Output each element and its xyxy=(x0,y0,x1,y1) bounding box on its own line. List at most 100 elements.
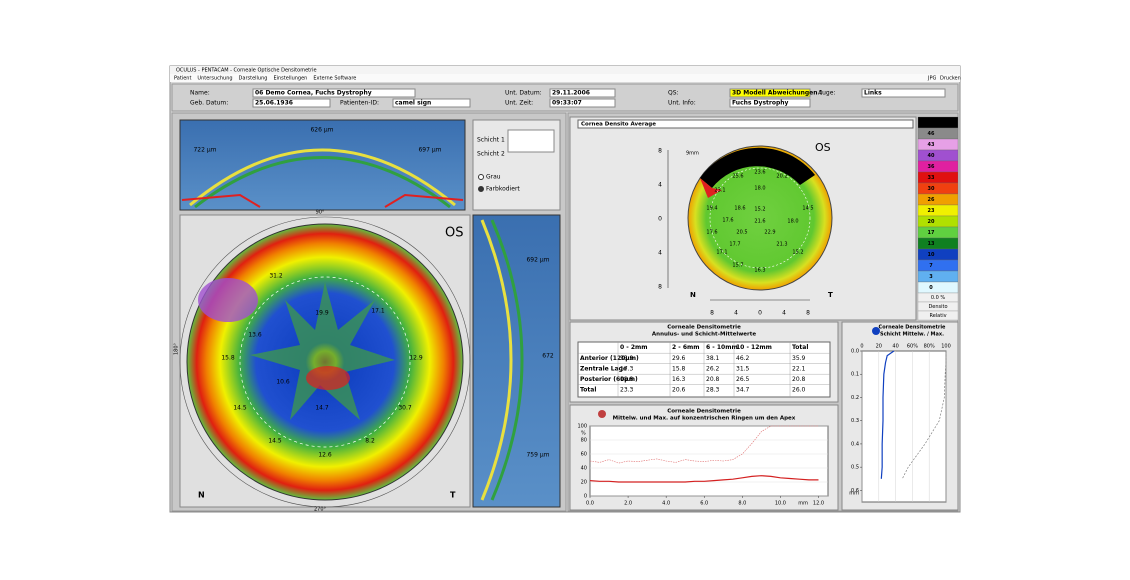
table-cell: 20.8 xyxy=(792,376,806,383)
scale-cell xyxy=(917,116,959,129)
map-value: 15.8 xyxy=(221,355,235,362)
menu-item[interactable]: JPG xyxy=(927,76,936,82)
field-value: 09:33:07 xyxy=(552,100,582,107)
cornea-arc xyxy=(480,219,513,501)
map-value: 30.7 xyxy=(398,405,412,412)
layer-preview xyxy=(507,129,555,153)
table-header: 0 - 2mm xyxy=(620,344,648,351)
scale-cell xyxy=(917,182,959,195)
axis-unit: mm xyxy=(849,491,859,497)
cornea-arc xyxy=(194,156,451,209)
field-box xyxy=(392,98,471,108)
field-box xyxy=(252,88,416,98)
scale-cell xyxy=(917,138,959,151)
map-value: 23.1 xyxy=(714,188,725,194)
dropdown[interactable] xyxy=(577,119,914,129)
field-box xyxy=(549,98,616,108)
map-value: 14.7 xyxy=(315,405,329,412)
y-tick-label: 0.4 xyxy=(851,441,859,447)
axis-unit: mm xyxy=(798,501,808,507)
row-label: Total xyxy=(580,387,596,394)
table-header: Total xyxy=(792,344,808,351)
menu-item[interactable]: Darstellung xyxy=(239,76,268,82)
map-value: 19.9 xyxy=(315,310,329,317)
dropdown-text[interactable]: Cornea Densito Average xyxy=(581,122,656,128)
y-tick-label: 0.0 xyxy=(851,349,859,355)
map-value: 14.5 xyxy=(233,405,247,412)
map-zone xyxy=(239,276,411,448)
chart-subtitle: Schicht Mittelw. / Max. xyxy=(880,332,944,338)
table-cell: 34.7 xyxy=(736,387,750,394)
x-tick-label: 40 xyxy=(892,344,898,350)
menu-item[interactable]: Einstellungen xyxy=(273,76,307,82)
field-label: QS: xyxy=(668,90,679,97)
map-value: 17.1 xyxy=(371,308,385,315)
scale-label: 13 xyxy=(928,241,935,247)
menu-item[interactable]: Externe Software xyxy=(313,76,356,82)
map-ring xyxy=(179,216,471,508)
map-value: 18.0 xyxy=(754,186,765,192)
scale-label: 50 xyxy=(928,120,935,126)
scale-label: 26 xyxy=(928,197,935,203)
map-value: 15.2 xyxy=(792,250,803,256)
scale-cell xyxy=(917,127,959,140)
field-value: Links xyxy=(864,90,882,97)
menu-item[interactable]: Untersuchung xyxy=(197,76,232,82)
field-box xyxy=(729,98,811,108)
radio[interactable] xyxy=(478,186,484,192)
cornea-arc xyxy=(490,219,524,501)
radio-label[interactable]: Farbkodiert xyxy=(486,186,520,193)
thickness-label: 697 µm xyxy=(418,147,441,154)
table-cell: 29.6 xyxy=(672,355,686,362)
map-zone xyxy=(709,167,811,269)
table-cell: 22.1 xyxy=(792,366,806,373)
y-tick-label: 0.6 xyxy=(851,488,859,494)
map-value: 21.6 xyxy=(754,219,765,225)
menu-item[interactable]: Patient xyxy=(174,76,191,82)
field-value: 25.06.1936 xyxy=(255,100,293,107)
x-tick-label: 80% xyxy=(924,344,935,350)
axis-tick-label: 4 xyxy=(734,310,738,317)
table-cell: 18.8 xyxy=(620,376,634,383)
menu-item[interactable]: Drucken xyxy=(940,76,961,82)
window-title: OCULUS - PENTACAM - Corneale Optische De… xyxy=(176,68,317,74)
scheimpflug-side xyxy=(472,214,561,508)
axis-tick-label: 4 xyxy=(782,310,786,317)
map-value: 13.6 xyxy=(248,332,262,339)
scale-cell xyxy=(917,215,959,228)
map-value: 14.5 xyxy=(802,206,813,212)
field-value: camel sign xyxy=(395,100,431,107)
scale-cell xyxy=(917,259,959,272)
scale-label: 30 xyxy=(928,186,935,192)
scale-label: 40 xyxy=(928,153,935,159)
axis-tick-label: 8 xyxy=(806,310,810,317)
map-value: 8.2 xyxy=(365,438,375,445)
eye-label: OS xyxy=(815,141,831,154)
field-box xyxy=(549,88,616,98)
scale-label: 23 xyxy=(928,208,935,214)
scale-label: 3 xyxy=(929,274,933,280)
orientation: N xyxy=(690,291,696,299)
data-line xyxy=(589,475,819,483)
table-cell: 31.5 xyxy=(736,366,750,373)
scale-label: 33 xyxy=(928,175,935,181)
scale-label: 20 xyxy=(928,219,935,225)
table-header: 6 - 10mm xyxy=(706,344,738,351)
icon[interactable] xyxy=(872,327,880,335)
icon[interactable] xyxy=(598,410,606,418)
scale-label: 10 xyxy=(928,252,935,258)
table-header: 2 - 6mm xyxy=(672,344,700,351)
radio-label[interactable]: Grau xyxy=(486,174,501,181)
table-cell: 20.8 xyxy=(706,376,720,383)
row-label: Anterior (120µm) xyxy=(580,355,639,362)
chart-subtitle: Mittelw. und Max. auf konzentrischen Rin… xyxy=(613,416,796,422)
map-value: 31.2 xyxy=(269,273,283,280)
table-title: Corneale Densitometrie xyxy=(667,325,741,331)
plot-area xyxy=(589,425,829,497)
field-label: Auge: xyxy=(818,90,835,97)
thickness-label: 722 µm xyxy=(193,147,216,154)
radio[interactable] xyxy=(478,174,484,180)
scale-label: 7 xyxy=(929,263,933,269)
map-value: 18.6 xyxy=(734,206,745,212)
